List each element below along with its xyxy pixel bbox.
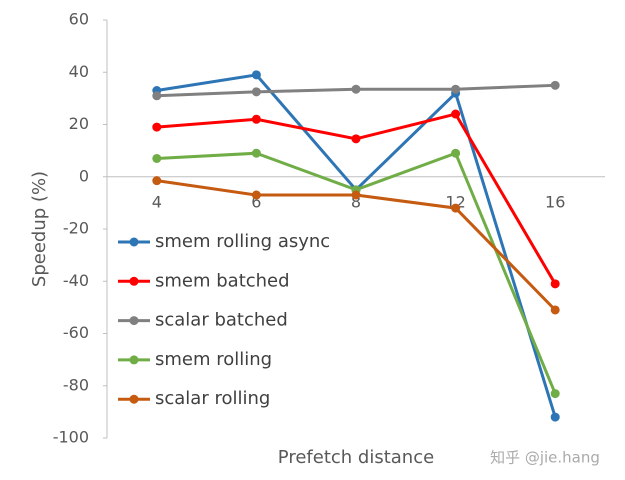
x-axis-title: Prefetch distance (278, 447, 434, 468)
point (251, 148, 261, 158)
watermark: 知乎 @jie.hang (490, 449, 600, 467)
y-tick-label: 20 (69, 114, 89, 133)
x-tick-label: 8 (351, 192, 361, 211)
point (251, 87, 261, 97)
legend-marker (129, 355, 139, 365)
legend-marker (129, 394, 139, 404)
legend-label: scalar rolling (155, 388, 270, 409)
legend-label: smem batched (155, 270, 290, 291)
point (451, 148, 461, 158)
y-tick-label: 60 (69, 10, 89, 29)
y-tick-label: -60 (63, 323, 89, 342)
point (550, 389, 560, 399)
x-tick-label: 4 (152, 192, 162, 211)
y-tick-label: -80 (63, 375, 89, 394)
point (251, 70, 261, 80)
y-tick-label: 0 (79, 166, 89, 185)
point (451, 109, 461, 119)
y-tick-label: -40 (63, 271, 89, 290)
y-tick-label: -100 (53, 428, 89, 447)
point (251, 114, 261, 124)
legend-label: smem rolling (155, 349, 272, 370)
point (451, 203, 461, 213)
point (550, 279, 560, 289)
legend-marker (129, 316, 139, 326)
legend-marker (129, 237, 139, 247)
point (152, 153, 162, 163)
point (550, 412, 560, 422)
point (152, 122, 162, 132)
legend-label: scalar batched (155, 310, 288, 331)
legend-label: smem rolling async (155, 231, 330, 252)
point (550, 80, 560, 90)
x-tick-label: 6 (251, 192, 261, 211)
y-axis-title: Speedup (%) (29, 171, 50, 287)
point (451, 84, 461, 94)
x-tick-label: 16 (545, 192, 565, 211)
point (351, 84, 361, 94)
point (251, 190, 261, 200)
y-tick-label: 40 (69, 62, 89, 81)
point (351, 190, 361, 200)
y-tick-label: -20 (63, 219, 89, 238)
point (152, 91, 162, 101)
legend-marker (129, 276, 139, 286)
point (152, 176, 162, 186)
point (550, 305, 560, 315)
point (351, 134, 361, 144)
